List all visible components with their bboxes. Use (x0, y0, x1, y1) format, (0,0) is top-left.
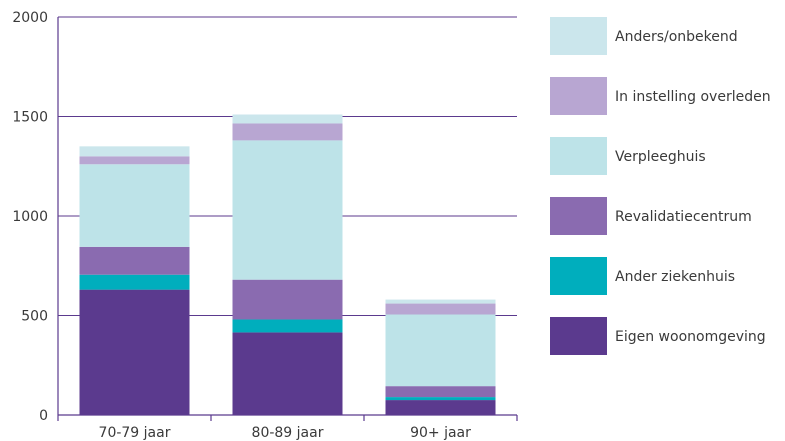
x-tick-labels: 70-79 jaar 80-89 jaar 90+ jaar (99, 425, 472, 441)
legend: Anders/onbekend In instelling overleden Ve… (550, 17, 771, 355)
x-tick-label: 70-79 jaar (99, 425, 171, 441)
bar-segment (79, 289, 190, 415)
x-tick-label: 90+ jaar (410, 425, 471, 441)
y-tick-label: 500 (21, 309, 48, 325)
bar-segment (385, 299, 496, 304)
bar-segment (232, 332, 343, 415)
legend-swatch (550, 137, 607, 175)
y-tick-labels: 0 500 1000 1500 2000 (12, 10, 48, 424)
y-tick-label: 1000 (12, 209, 48, 225)
bar-segment (385, 400, 496, 415)
legend-label: Ander ziekenhuis (615, 269, 735, 285)
bar-segment (79, 164, 190, 247)
bars (79, 114, 496, 415)
legend-swatch (550, 257, 607, 295)
y-tick-label: 2000 (12, 10, 48, 26)
y-tick-label: 1500 (12, 110, 48, 126)
bar-segment (385, 303, 496, 315)
legend-swatch (550, 197, 607, 235)
bar-segment (79, 246, 190, 275)
legend-swatch (550, 77, 607, 115)
legend-label: Verpleeghuis (615, 149, 706, 165)
legend-swatch (550, 17, 607, 55)
bar-segment (232, 140, 343, 280)
legend-label: Revalidatiecentrum (615, 209, 752, 225)
bar-segment (232, 279, 343, 320)
bar-segment (79, 156, 190, 165)
bar-segment (232, 319, 343, 333)
legend-label: Eigen woonomgeving (615, 329, 766, 345)
bar-segment (232, 123, 343, 141)
bar-segment (232, 114, 343, 124)
legend-swatch (550, 317, 607, 355)
bar-segment (79, 146, 190, 157)
bar-segment (385, 314, 496, 387)
bar-segment (79, 274, 190, 290)
legend-label: In instelling overleden (615, 89, 771, 105)
bar-segment (385, 397, 496, 401)
x-tick-label: 80-89 jaar (252, 425, 324, 441)
legend-label: Anders/onbekend (615, 29, 738, 45)
bar-segment (385, 386, 496, 398)
axes (57, 17, 518, 421)
y-tick-label: 0 (39, 408, 48, 424)
